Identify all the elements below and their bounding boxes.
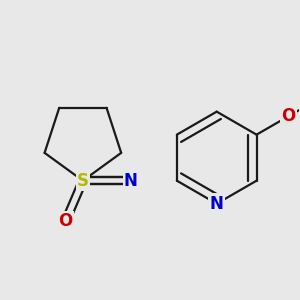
- Text: N: N: [210, 195, 224, 213]
- Text: O: O: [58, 212, 73, 230]
- Text: N: N: [124, 172, 138, 190]
- Text: S: S: [77, 172, 89, 190]
- Text: O: O: [281, 107, 295, 125]
